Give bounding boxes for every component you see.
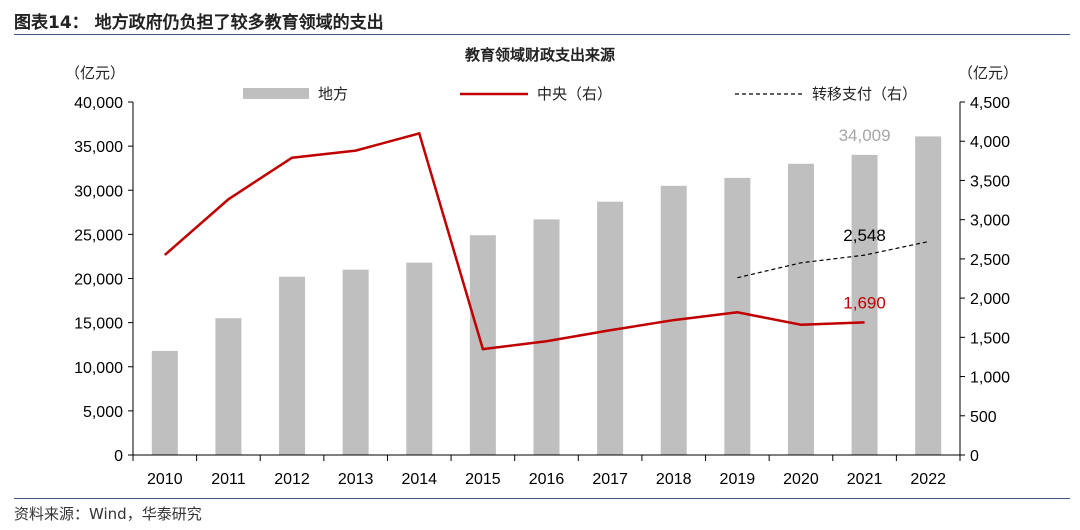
left-axis-unit: （亿元） xyxy=(65,65,125,82)
bar-2011 xyxy=(215,318,242,455)
left-tick-label: 0 xyxy=(114,448,123,465)
right-tick-label: 4,500 xyxy=(970,95,1010,112)
x-tick-label: 2012 xyxy=(274,471,310,488)
central-line xyxy=(163,131,865,351)
x-tick-label: 2014 xyxy=(401,471,437,488)
source-note: 资料来源：Wind，华泰研究 xyxy=(14,505,202,523)
right-tick-label: 3,000 xyxy=(970,213,1010,230)
right-tick-label: 2,000 xyxy=(970,291,1010,308)
x-tick-label: 2017 xyxy=(592,471,628,488)
left-tick-label: 25,000 xyxy=(74,227,123,244)
left-tick-label: 5,000 xyxy=(83,404,123,421)
legend-label-central: 中央（右） xyxy=(537,86,612,103)
right-tick-label: 500 xyxy=(970,409,997,426)
bar-2016 xyxy=(533,219,560,455)
right-tick-label: 3,500 xyxy=(970,173,1010,190)
bottom-divider xyxy=(14,498,1070,499)
x-tick-label: 2022 xyxy=(910,471,946,488)
left-tick-label: 35,000 xyxy=(74,139,123,156)
x-tick-label: 2019 xyxy=(720,471,756,488)
right-axis-unit: （亿元） xyxy=(958,65,1018,82)
x-tick-label: 2021 xyxy=(847,471,883,488)
chart-title: 教育领域财政支出来源 xyxy=(464,46,615,64)
legend-label-transfer: 转移支付（右） xyxy=(812,86,917,103)
bar-2021 xyxy=(851,154,878,455)
legend-swatch-local xyxy=(243,88,309,99)
right-tick-label: 0 xyxy=(970,448,979,465)
x-tick-label: 2018 xyxy=(656,471,692,488)
x-tick-label: 2011 xyxy=(211,471,246,488)
left-tick-label: 20,000 xyxy=(74,272,123,289)
x-tick-label: 2016 xyxy=(529,471,565,488)
bar-2020 xyxy=(787,163,814,455)
bar-2022 xyxy=(915,136,942,456)
left-tick-label: 30,000 xyxy=(74,183,123,200)
data-label-1: 1,690 xyxy=(843,293,886,312)
legend-label-local: 地方 xyxy=(318,86,348,103)
transfer-line xyxy=(737,241,929,279)
x-tick-label: 2010 xyxy=(147,471,183,488)
bar-2012 xyxy=(279,276,306,455)
top-divider xyxy=(14,34,1070,35)
bar-2010 xyxy=(151,350,178,455)
right-tick-label: 1,000 xyxy=(970,370,1010,387)
right-tick-label: 2,500 xyxy=(970,252,1010,269)
left-tick-label: 40,000 xyxy=(74,95,123,112)
right-tick-label: 1,500 xyxy=(970,330,1010,347)
bar-2019 xyxy=(724,177,751,455)
data-label-2: 2,548 xyxy=(843,226,886,245)
x-tick-label: 2020 xyxy=(783,471,819,488)
x-tick-label: 2015 xyxy=(465,471,501,488)
figure-title: 图表14： 地方政府仍负担了较多教育领域的支出 xyxy=(14,13,384,33)
left-tick-label: 10,000 xyxy=(74,360,123,377)
bar-2014 xyxy=(406,262,433,455)
left-tick-label: 15,000 xyxy=(74,316,123,333)
bar-2013 xyxy=(342,269,369,455)
data-label-0: 34,009 xyxy=(839,126,891,145)
right-tick-label: 4,000 xyxy=(970,134,1010,151)
x-tick-label: 2013 xyxy=(338,471,374,488)
